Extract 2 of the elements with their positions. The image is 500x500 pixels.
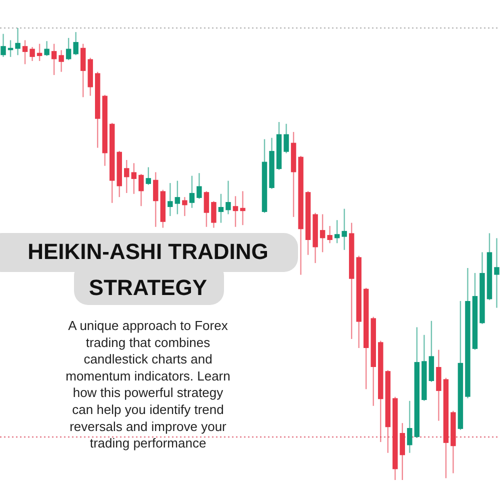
text: A unique approach to Forex trading that combines candlestick charts and momentum indicators. Learn how this powerful strategy can help you identify trend reversals and improve your trading performance: [66, 318, 230, 451]
text: HEIKIN-ASHI TRADING STRATEGY: [28, 239, 268, 300]
